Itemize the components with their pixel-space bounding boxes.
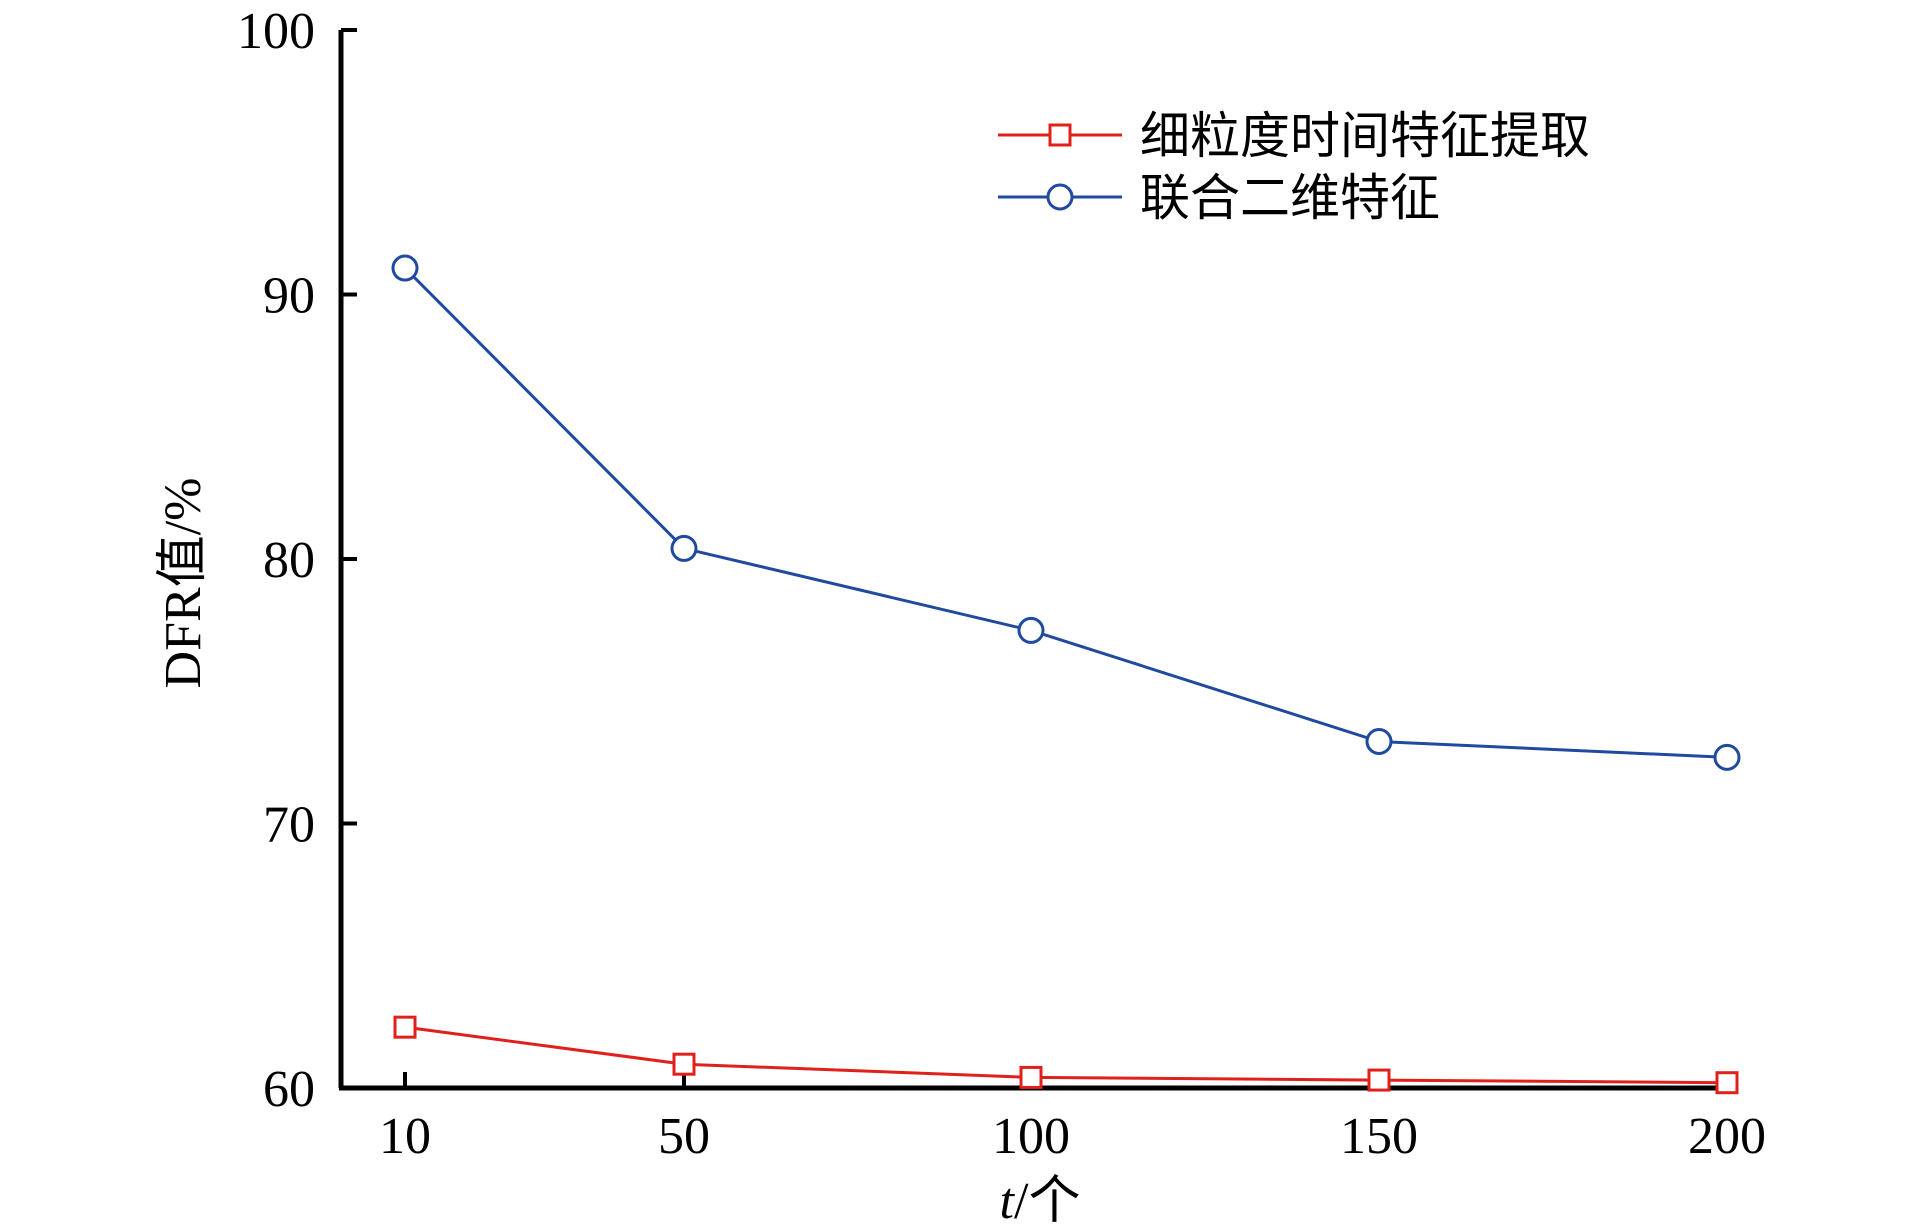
axes bbox=[338, 30, 1735, 1091]
data-point-circle bbox=[670, 534, 698, 562]
legend-item-fine-grained: 细粒度时间特征提取 bbox=[998, 107, 1590, 165]
series bbox=[391, 254, 1741, 1095]
legend: 细粒度时间特征提取 联合二维特征 bbox=[998, 107, 1590, 227]
y-tick-label: 100 bbox=[237, 3, 315, 60]
data-point-square bbox=[393, 1015, 417, 1039]
data-point-square bbox=[1019, 1065, 1043, 1089]
legend-item-joint-2d: 联合二维特征 bbox=[998, 169, 1440, 227]
y-tick-label: 80 bbox=[263, 532, 315, 589]
x-tick-label: 200 bbox=[1688, 1108, 1766, 1165]
series-fine-grained bbox=[393, 1015, 1739, 1095]
x-tick-label: 10 bbox=[379, 1108, 431, 1165]
series-line-1 bbox=[403, 266, 1728, 759]
y-tick-label: 70 bbox=[263, 797, 315, 854]
x-tick-label: 100 bbox=[992, 1108, 1070, 1165]
data-point-circle bbox=[1713, 743, 1741, 771]
y-tick-label: 60 bbox=[263, 1061, 315, 1118]
data-point-circle bbox=[1365, 728, 1393, 756]
x-tick-label: 150 bbox=[1340, 1108, 1418, 1165]
ticks: 60 70 80 90 100 10 50 100 150 200 bbox=[237, 3, 1766, 1165]
series-line-0 bbox=[404, 1025, 1728, 1085]
legend-label-joint-2d: 联合二维特征 bbox=[1140, 169, 1440, 227]
data-point-square bbox=[1367, 1068, 1391, 1092]
legend-label-fine-grained: 细粒度时间特征提取 bbox=[1140, 107, 1590, 165]
x-axis-title: t/个 bbox=[1000, 1173, 1081, 1228]
series-joint-2d bbox=[391, 254, 1741, 771]
data-point-square bbox=[672, 1052, 696, 1076]
data-point-circle bbox=[1017, 616, 1045, 644]
x-tick-label: 50 bbox=[658, 1108, 710, 1165]
legend-square-marker bbox=[1048, 123, 1072, 147]
y-tick-label: 90 bbox=[263, 268, 315, 325]
y-axis-title: DFR值/% bbox=[155, 478, 212, 689]
legend-circle-marker bbox=[1046, 183, 1074, 211]
data-point-circle bbox=[391, 254, 419, 282]
data-point-square bbox=[1715, 1071, 1739, 1095]
